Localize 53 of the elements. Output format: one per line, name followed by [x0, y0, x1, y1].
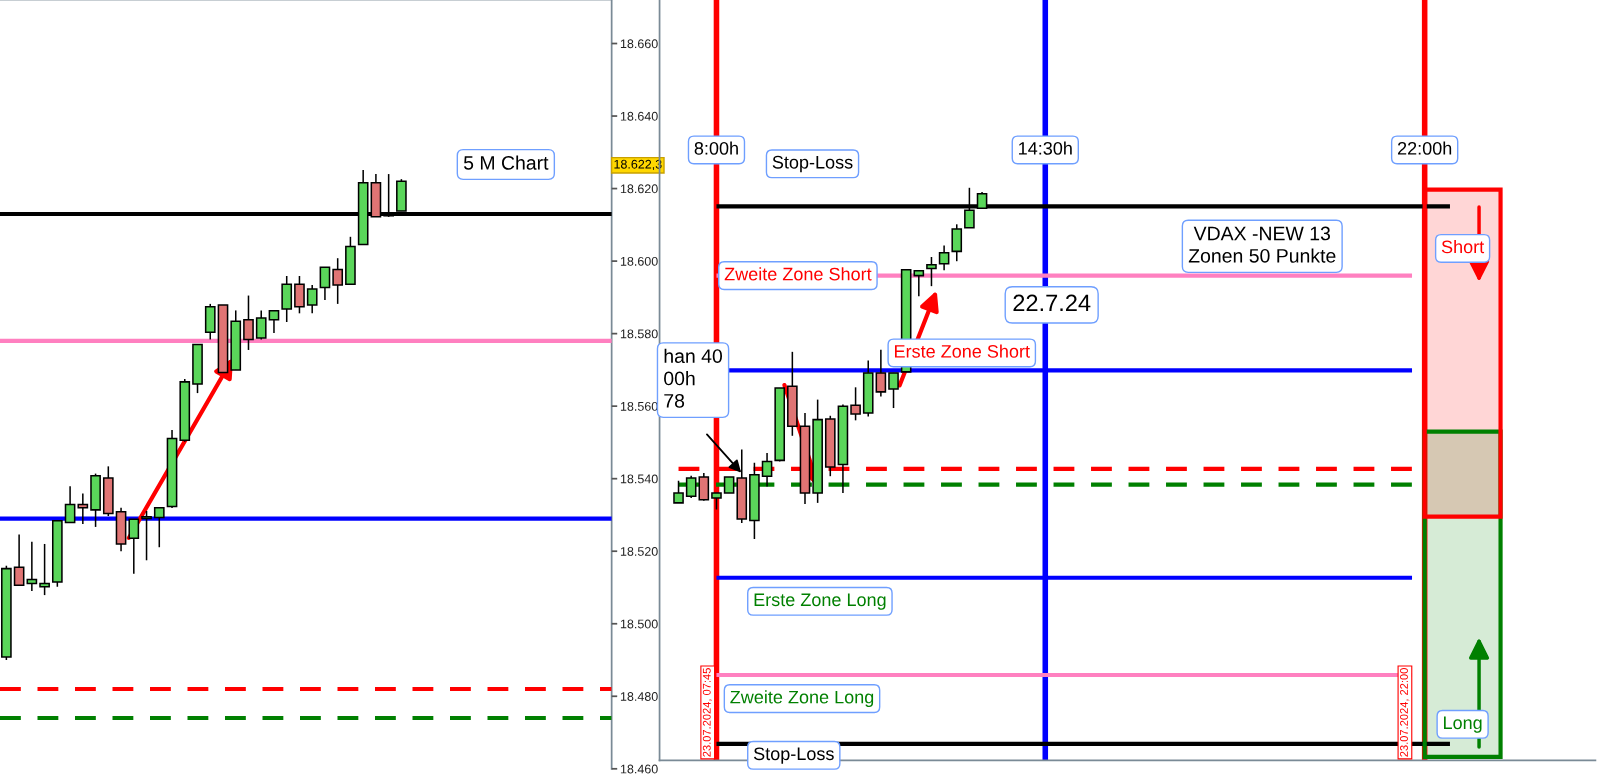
candlestick: [141, 510, 152, 562]
annotation: 22.7.24: [1013, 294, 1091, 311]
y-tick-label: 18.620: [620, 184, 658, 194]
ref-line-label: Zweite Zone Long: [730, 690, 874, 708]
candlestick: [77, 492, 89, 525]
y-tick-label: 18.500: [620, 619, 658, 629]
y-tick-label: 18.660: [620, 39, 658, 49]
y-tick-label: 18.600: [620, 256, 658, 266]
y-tick-label: 18.640: [620, 111, 658, 121]
candlestick: [875, 348, 887, 398]
candlestick: [938, 244, 950, 272]
candlestick: [153, 506, 165, 548]
x-tick-label: 8:00h: [694, 141, 738, 155]
candlestick: [243, 294, 254, 351]
ref-line-label: Erste Zone Short: [895, 344, 1030, 358]
annotation: VDAX -NEW 13 Zonen 50 Punkte: [1188, 226, 1336, 263]
candlestick: [128, 518, 140, 575]
candlestick: [913, 269, 925, 298]
candlestick: [319, 266, 331, 301]
candlestick: [850, 386, 861, 422]
y-tick-label: 18.520: [620, 547, 658, 556]
y-tick-label: 18.540: [620, 474, 658, 484]
candlestick: [698, 472, 710, 502]
y-tick-label: 18.580: [620, 329, 658, 339]
candlestick: [332, 257, 344, 305]
y-tick-label: 18.460: [620, 764, 658, 774]
candlestick: [64, 485, 76, 524]
ref-line-label: Zweite Zone Short: [724, 267, 872, 281]
y-tick-label: 18.560: [620, 401, 658, 411]
candlestick: [39, 543, 50, 596]
candlestick: [888, 372, 899, 409]
x-tick-label: 22:00h: [1397, 141, 1452, 155]
candlestick: [306, 284, 318, 315]
candlestick: [268, 310, 280, 334]
band-label: Short: [1441, 240, 1485, 254]
annotation: 5 M Chart: [463, 155, 549, 170]
y-tick-label: 18.480: [620, 692, 658, 701]
candlestick: [294, 275, 305, 315]
x-tick-label: 14:30h: [1019, 141, 1072, 155]
candlestick: [951, 223, 963, 262]
band-label: Long: [1444, 716, 1482, 733]
ref-line-label: Erste Zone Long: [754, 593, 886, 610]
candlestick: [255, 309, 267, 341]
text: 23.07.2024, 22:00: [1400, 668, 1410, 757]
annotation: han 40 00h 78: [664, 348, 723, 408]
candlestick: [13, 533, 25, 587]
candlestick: [673, 479, 684, 504]
text: 23.07.2024, 07:45: [702, 668, 713, 757]
ref-line-label: Stop-Loss: [772, 155, 853, 173]
ref-line-label: Stop-Loss: [753, 747, 834, 764]
candlestick: [685, 475, 697, 499]
candlestick: [761, 452, 773, 488]
candlestick: [926, 256, 937, 287]
